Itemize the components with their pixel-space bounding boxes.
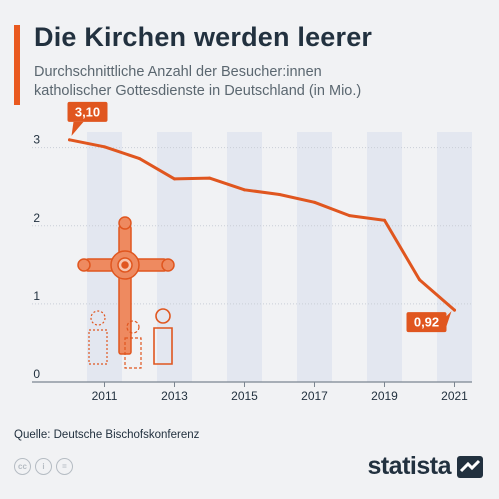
data-point (173, 177, 176, 181)
data-point (243, 188, 246, 192)
subtitle-line-1: Durchschnittliche Anzahl der Besucher:in… (34, 64, 322, 80)
year-band (157, 132, 192, 382)
data-point (68, 138, 71, 142)
data-point (348, 214, 351, 218)
x-tick-label: 2011 (92, 389, 118, 403)
x-tick-label: 2015 (231, 389, 258, 403)
title-accent-bar (14, 25, 20, 105)
data-label: 3,10 (75, 104, 100, 119)
brand-wordmark: statista (367, 452, 451, 480)
data-point (383, 218, 386, 222)
person-fading-icon (124, 320, 142, 369)
y-axis-ticks: 0 1 2 3 (33, 133, 40, 381)
data-point (103, 145, 106, 149)
nd-icon[interactable]: = (56, 458, 73, 475)
chart-subtitle: Durchschnittliche Anzahl der Besucher:in… (34, 63, 484, 101)
statista-logo-icon (457, 455, 483, 478)
data-point (138, 157, 141, 161)
by-icon[interactable]: i (35, 458, 52, 475)
data-point (208, 176, 211, 180)
data-points (68, 138, 456, 312)
data-point (278, 193, 281, 196)
y-tick-label: 2 (33, 211, 40, 225)
year-band (437, 132, 472, 382)
x-tick-label: 2017 (301, 389, 328, 403)
data-point (418, 278, 421, 282)
y-tick-label: 3 (33, 133, 40, 147)
series-line (68, 138, 456, 312)
year-band (227, 132, 262, 382)
x-tick-label: 2013 (161, 389, 188, 403)
source-note: Quelle: Deutsche Bischofskonferenz (14, 429, 200, 441)
data-point (453, 308, 456, 312)
x-tick-label: 2019 (371, 389, 398, 403)
license-icons: cc i = (14, 458, 73, 475)
y-tick-label: 1 (33, 289, 40, 303)
data-label-pointer (446, 311, 452, 327)
subtitle-line-2: katholischer Gottesdienste in Deutschlan… (34, 83, 362, 99)
data-point (313, 200, 316, 204)
person-faded-icon (88, 310, 108, 365)
data-label-pointer (71, 121, 84, 136)
x-tick-label: 2021 (441, 389, 468, 403)
year-band (297, 132, 332, 382)
church-cross-icon (77, 216, 175, 355)
y-tick-label: 0 (33, 367, 40, 381)
data-label-box (406, 312, 447, 333)
data-label: 0,92 (414, 315, 439, 330)
person-icon (153, 308, 173, 365)
chart-title: Die Kirchen werden leerer (34, 22, 373, 52)
gridlines (32, 147, 472, 383)
x-axis-ticks: 2011 2013 2015 2017 2019 2021 (92, 382, 468, 403)
year-bands (87, 132, 472, 382)
data-labels: 3,10 0,92 (67, 101, 452, 333)
cc-icon[interactable]: cc (14, 458, 31, 475)
statista-logo[interactable]: statista (367, 452, 483, 481)
year-band (367, 132, 402, 382)
data-label-box (67, 101, 108, 122)
